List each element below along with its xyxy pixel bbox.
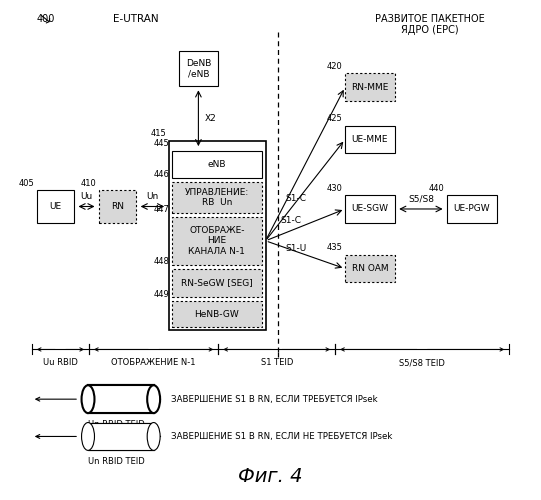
Text: S1-C: S1-C <box>280 216 301 226</box>
Text: 405: 405 <box>18 179 34 188</box>
Bar <box>172 150 261 178</box>
Text: ЗАВЕРШЕНИЕ S1 В RN, ЕСЛИ ТРЕБУЕТСЯ IPsek: ЗАВЕРШЕНИЕ S1 В RN, ЕСЛИ ТРЕБУЕТСЯ IPsek <box>171 394 378 404</box>
Text: 440: 440 <box>429 184 445 193</box>
Text: S1-U: S1-U <box>286 244 307 253</box>
Text: Uu: Uu <box>81 192 93 200</box>
Text: S5/S8: S5/S8 <box>408 194 434 203</box>
Bar <box>172 216 261 265</box>
Bar <box>345 196 395 222</box>
Ellipse shape <box>82 385 95 413</box>
Text: Фиг. 4: Фиг. 4 <box>238 467 303 486</box>
Text: Un RBID TEID: Un RBID TEID <box>88 457 145 466</box>
Text: UE-MME: UE-MME <box>352 135 388 144</box>
Text: УПРАВЛЕНИЕ:
RB  Un: УПРАВЛЕНИЕ: RB Un <box>184 188 249 207</box>
Bar <box>345 255 395 282</box>
Text: RN-MME: RN-MME <box>351 82 388 92</box>
Text: UE: UE <box>49 202 62 211</box>
Ellipse shape <box>147 385 160 413</box>
Text: 430: 430 <box>327 184 342 193</box>
Bar <box>172 301 261 327</box>
Text: ЗАВЕРШЕНИЕ S1 В RN, ЕСЛИ НЕ ТРЕБУЕТСЯ IPsek: ЗАВЕРШЕНИЕ S1 В RN, ЕСЛИ НЕ ТРЕБУЕТСЯ IP… <box>171 432 392 441</box>
Bar <box>172 182 261 212</box>
Text: UE-PGW: UE-PGW <box>453 204 490 214</box>
Text: Un RBID TEID: Un RBID TEID <box>88 420 145 428</box>
Text: 425: 425 <box>327 114 342 123</box>
Text: 410: 410 <box>81 179 96 188</box>
Text: RN: RN <box>111 202 124 211</box>
Bar <box>88 422 154 450</box>
Text: РАЗВИТОЕ ПАКЕТНОЕ
ЯДРО (EPC): РАЗВИТОЕ ПАКЕТНОЕ ЯДРО (EPC) <box>375 14 485 36</box>
Text: 446: 446 <box>154 170 169 179</box>
Text: 400: 400 <box>37 14 55 24</box>
Bar <box>172 269 261 297</box>
Text: 415: 415 <box>150 129 166 138</box>
Bar <box>37 190 74 222</box>
Text: eNB: eNB <box>208 160 226 168</box>
Bar <box>88 385 154 413</box>
Text: S1 TEID: S1 TEID <box>261 358 293 368</box>
Bar <box>447 196 497 222</box>
Text: S5/S8 TEID: S5/S8 TEID <box>399 358 445 368</box>
Text: ОТОБРАЖЕ-
НИЕ
КАНАЛА N-1: ОТОБРАЖЕ- НИЕ КАНАЛА N-1 <box>188 226 245 256</box>
Bar <box>99 190 136 222</box>
Text: 449: 449 <box>154 290 169 298</box>
Bar <box>179 51 218 86</box>
Text: E-UTRAN: E-UTRAN <box>114 14 159 24</box>
Text: 447: 447 <box>154 205 169 214</box>
Text: RN-SeGW [SEG]: RN-SeGW [SEG] <box>181 278 253 287</box>
Text: Uu RBID: Uu RBID <box>43 358 78 368</box>
Text: ОТОБРАЖЕНИЕ N-1: ОТОБРАЖЕНИЕ N-1 <box>111 358 196 368</box>
Ellipse shape <box>82 422 95 450</box>
Text: 435: 435 <box>327 244 342 252</box>
Bar <box>169 140 266 330</box>
Text: Un: Un <box>146 192 159 200</box>
Text: 445: 445 <box>154 139 169 148</box>
Text: X2: X2 <box>204 114 216 122</box>
Text: RN OAM: RN OAM <box>352 264 388 273</box>
Ellipse shape <box>147 422 160 450</box>
Text: S1-C: S1-C <box>286 194 306 203</box>
Text: UE-SGW: UE-SGW <box>352 204 388 214</box>
Bar <box>345 74 395 101</box>
Text: DeNB
/eNB: DeNB /eNB <box>186 59 211 78</box>
Bar <box>345 126 395 153</box>
Text: HeNB-GW: HeNB-GW <box>194 310 239 318</box>
Text: 420: 420 <box>327 62 342 71</box>
Text: 448: 448 <box>154 258 169 266</box>
